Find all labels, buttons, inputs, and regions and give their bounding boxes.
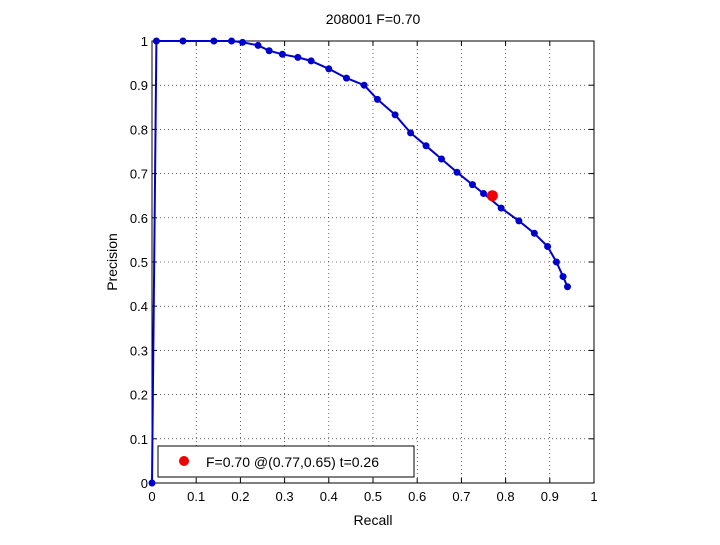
x-tick-label: 0.3 [276, 489, 294, 504]
y-tick-label: 0.2 [130, 388, 148, 403]
x-tick-label: 0.8 [497, 489, 515, 504]
x-tick-label: 0.9 [541, 489, 559, 504]
y-tick-label: 0.4 [130, 299, 148, 314]
data-point [544, 243, 552, 251]
chart-title: 208001 F=0.70 [326, 11, 421, 27]
data-point [552, 258, 560, 266]
data-point [453, 168, 461, 176]
data-point [325, 65, 333, 73]
x-tick-label: 1 [590, 489, 597, 504]
data-point [210, 37, 218, 45]
x-tick-label: 0.5 [364, 489, 382, 504]
series-layer [148, 37, 571, 487]
y-tick-label: 0 [141, 476, 148, 491]
data-point [254, 41, 262, 49]
data-point [438, 155, 446, 163]
legend-box [157, 445, 415, 478]
data-point [360, 81, 368, 89]
data-point [497, 204, 505, 212]
data-point [391, 111, 399, 119]
grid-lines [152, 41, 594, 483]
x-tick-label: 0.6 [408, 489, 426, 504]
legend-label: F=0.70 @(0.77,0.65) t=0.26 [206, 454, 379, 470]
legend: F=0.70 @(0.77,0.65) t=0.26 [157, 445, 415, 478]
x-tick-label: 0.2 [231, 489, 249, 504]
plot-frame [151, 40, 595, 484]
data-point [307, 57, 315, 65]
data-point [480, 189, 487, 197]
data-point [179, 37, 187, 45]
data-point [278, 50, 286, 58]
x-tick-label: 0.4 [320, 489, 338, 504]
best-f-point [486, 190, 498, 202]
data-point [239, 38, 247, 46]
data-point [468, 181, 476, 189]
x-tick-label: 0 [148, 489, 155, 504]
data-point [530, 229, 538, 237]
y-tick-label: 0.5 [130, 255, 148, 270]
data-point [422, 142, 430, 150]
y-tick-labels: 0 0.1 0.2 0.3 0.4 0.5 0.6 0.7 0.8 0.9 1 [130, 34, 148, 491]
data-point [228, 37, 236, 45]
data-point [563, 283, 571, 291]
x-tick-label: 0.7 [452, 489, 470, 504]
y-tick-label: 0.7 [130, 167, 148, 182]
y-tick-label: 0.1 [130, 432, 148, 447]
data-point [265, 47, 273, 55]
legend-marker [179, 456, 189, 466]
data-point [294, 53, 302, 61]
data-point [373, 95, 381, 103]
y-axis-label: Precision [104, 233, 120, 291]
x-axis-label: Recall [354, 512, 393, 528]
x-tick-labels: 0 0.1 0.2 0.3 0.4 0.5 0.6 0.7 0.8 0.9 1 [148, 489, 597, 504]
y-tick-label: 0.9 [130, 78, 148, 93]
data-point [148, 479, 156, 487]
y-tick-label: 0.6 [130, 211, 148, 226]
y-tick-label: 1 [141, 34, 148, 49]
y-tick-label: 0.3 [130, 343, 148, 358]
x-tick-label: 0.1 [187, 489, 205, 504]
data-point [407, 129, 415, 137]
data-point [152, 37, 160, 45]
data-point [559, 273, 567, 281]
data-point [342, 74, 350, 82]
data-point [515, 217, 523, 225]
y-tick-label: 0.8 [130, 122, 148, 137]
